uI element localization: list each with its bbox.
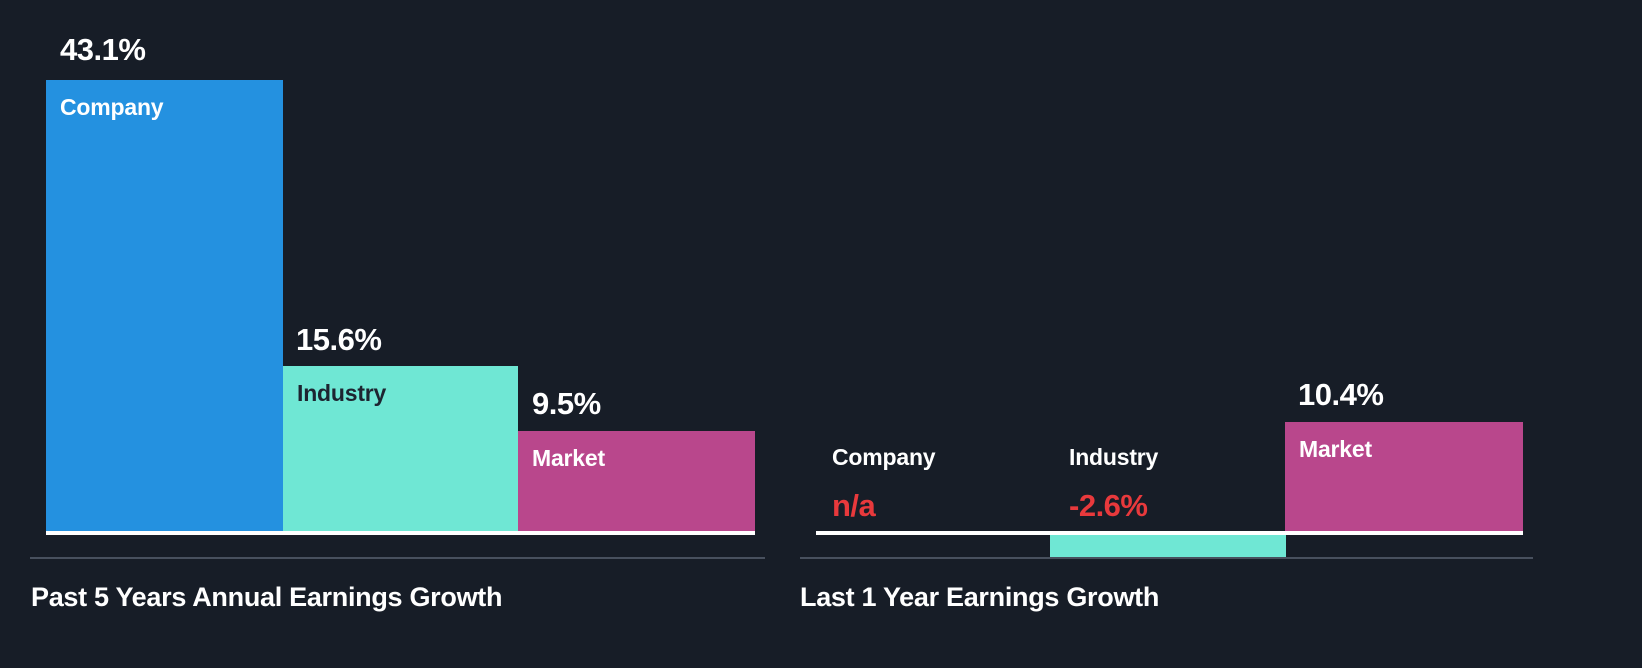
past-5-years-chart-panel: 43.1% Company 15.6% Industry 9.5% Market… bbox=[0, 0, 790, 668]
last-1-year-plot-area: Company n/a Industry -2.6% 10.4% Market bbox=[790, 0, 1642, 560]
last1y-company-value-label: n/a bbox=[832, 488, 876, 523]
last1y-company-column-label: Company bbox=[832, 444, 936, 470]
last1y-industry-value-label: -2.6% bbox=[1069, 488, 1148, 523]
last-1-year-chart-panel: Company n/a Industry -2.6% 10.4% Market … bbox=[790, 0, 1642, 668]
past5y-zero-baseline bbox=[46, 531, 755, 535]
past-5-years-plot-area: 43.1% Company 15.6% Industry 9.5% Market bbox=[0, 0, 790, 560]
last1y-industry-bar-negative[interactable] bbox=[1050, 533, 1286, 557]
past5y-market-bar[interactable]: Market bbox=[518, 431, 755, 531]
past5y-market-value-label: 9.5% bbox=[532, 386, 601, 421]
last1y-market-bar[interactable]: Market bbox=[1285, 422, 1523, 531]
past5y-axis-rule bbox=[30, 557, 765, 559]
last1y-zero-baseline bbox=[816, 531, 1523, 535]
past5y-market-bar-label: Market bbox=[532, 445, 605, 471]
past5y-company-bar-label: Company bbox=[60, 94, 164, 120]
last1y-market-value-label: 10.4% bbox=[1298, 377, 1384, 412]
last1y-axis-rule bbox=[800, 557, 1533, 559]
last1y-industry-column-label: Industry bbox=[1069, 444, 1159, 470]
past5y-company-value-label: 43.1% bbox=[60, 32, 146, 67]
last1y-market-bar-label: Market bbox=[1299, 436, 1372, 462]
last1y-caption: Last 1 Year Earnings Growth bbox=[800, 582, 1160, 612]
past5y-company-bar[interactable]: Company bbox=[46, 80, 283, 531]
past5y-industry-bar[interactable]: Industry bbox=[283, 366, 518, 531]
past5y-caption: Past 5 Years Annual Earnings Growth bbox=[31, 582, 503, 612]
past5y-industry-value-label: 15.6% bbox=[296, 322, 382, 357]
past5y-industry-bar-label: Industry bbox=[297, 380, 387, 406]
